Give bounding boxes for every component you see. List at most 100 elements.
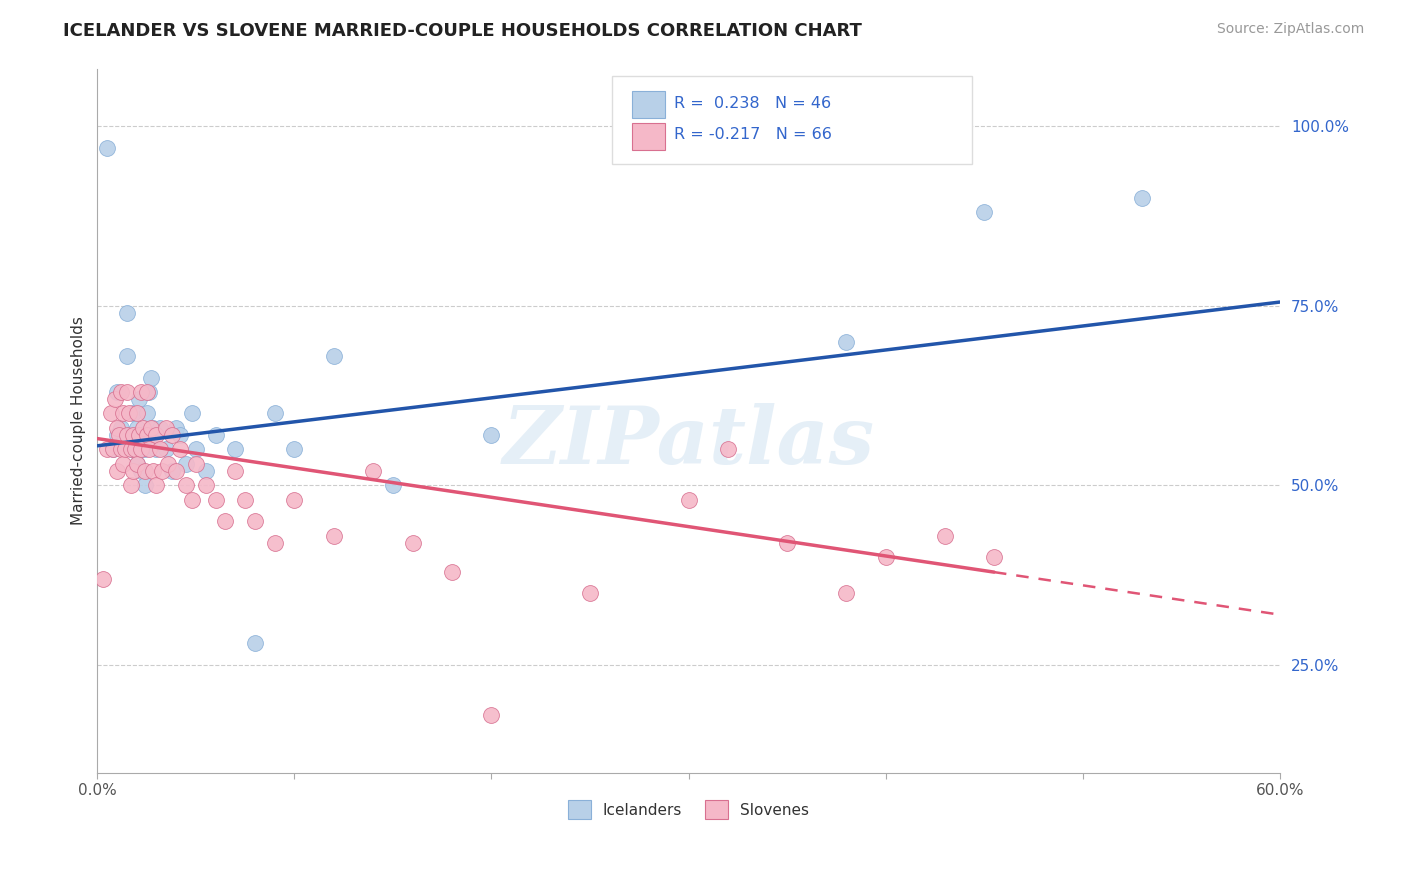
FancyBboxPatch shape (612, 76, 973, 163)
Point (101, 442, 124, 457)
Point (108, 428, 131, 442)
Point (165, 464, 187, 478)
Point (135, 428, 157, 442)
Point (717, 442, 740, 457)
Point (134, 464, 156, 478)
Point (139, 370, 162, 384)
Point (169, 442, 191, 457)
Point (111, 407, 134, 421)
Point (283, 442, 305, 457)
Point (134, 442, 156, 457)
Point (224, 464, 246, 478)
Point (110, 384, 132, 399)
Point (579, 586, 602, 600)
Point (233, 492, 256, 507)
Point (129, 442, 152, 457)
Point (128, 392, 150, 406)
Point (111, 435, 134, 450)
Point (165, 421, 187, 435)
Point (194, 478, 217, 492)
Point (111, 457, 134, 471)
Y-axis label: Married-couple Households: Married-couple Households (72, 316, 86, 525)
Point (283, 492, 305, 507)
Point (381, 478, 404, 492)
Point (983, 550, 1005, 565)
Point (934, 528, 956, 542)
Text: Source: ZipAtlas.com: Source: ZipAtlas.com (1216, 22, 1364, 37)
Point (114, 442, 136, 457)
Point (263, 407, 285, 421)
Text: R =  0.238   N = 46: R = 0.238 N = 46 (675, 96, 831, 112)
Point (115, 349, 138, 363)
Point (121, 428, 143, 442)
Point (145, 428, 167, 442)
Point (115, 428, 138, 442)
Point (401, 536, 423, 550)
Point (160, 464, 183, 478)
Point (141, 464, 163, 478)
Point (110, 421, 132, 435)
Point (91, 572, 114, 586)
Point (155, 442, 177, 457)
Point (115, 384, 138, 399)
Point (124, 428, 146, 442)
Point (184, 442, 207, 457)
Point (105, 464, 128, 478)
Point (184, 457, 207, 471)
Point (134, 478, 156, 492)
Point (110, 442, 132, 457)
Point (776, 536, 799, 550)
Point (322, 528, 344, 542)
Point (124, 442, 146, 457)
Point (204, 428, 226, 442)
Point (835, 334, 858, 349)
Point (243, 636, 266, 650)
Point (131, 421, 153, 435)
Point (214, 514, 236, 528)
Text: ZIPatlas: ZIPatlas (502, 403, 875, 481)
Point (204, 492, 226, 507)
Point (138, 442, 160, 457)
Point (115, 306, 138, 320)
Point (129, 464, 152, 478)
Point (224, 442, 246, 457)
Point (481, 708, 503, 723)
Point (118, 407, 141, 421)
Point (181, 407, 204, 421)
Point (125, 421, 148, 435)
Point (129, 384, 152, 399)
Point (361, 464, 384, 478)
Point (100, 407, 122, 421)
Point (96, 140, 118, 154)
Bar (631, 123, 665, 150)
Point (322, 349, 344, 363)
Bar (631, 91, 665, 118)
Text: R = -0.217   N = 66: R = -0.217 N = 66 (675, 127, 832, 142)
Point (118, 428, 141, 442)
Point (149, 421, 172, 435)
Point (96, 442, 118, 457)
Point (120, 442, 142, 457)
Point (157, 457, 180, 471)
Point (1130, 191, 1153, 205)
Point (121, 442, 143, 457)
Point (181, 492, 204, 507)
Point (194, 464, 217, 478)
Point (150, 464, 173, 478)
Point (263, 536, 285, 550)
Point (174, 478, 197, 492)
Legend: Icelanders, Slovenes: Icelanders, Slovenes (561, 794, 815, 825)
Point (481, 428, 503, 442)
Point (973, 205, 995, 219)
Point (129, 442, 152, 457)
Point (155, 421, 177, 435)
Point (105, 384, 128, 399)
Text: ICELANDER VS SLOVENE MARRIED-COUPLE HOUSEHOLDS CORRELATION CHART: ICELANDER VS SLOVENE MARRIED-COUPLE HOUS… (63, 22, 862, 40)
Point (101, 442, 124, 457)
Point (875, 550, 897, 565)
Point (104, 392, 127, 406)
Point (120, 442, 142, 457)
Point (120, 478, 142, 492)
Point (160, 428, 183, 442)
Point (441, 565, 464, 579)
